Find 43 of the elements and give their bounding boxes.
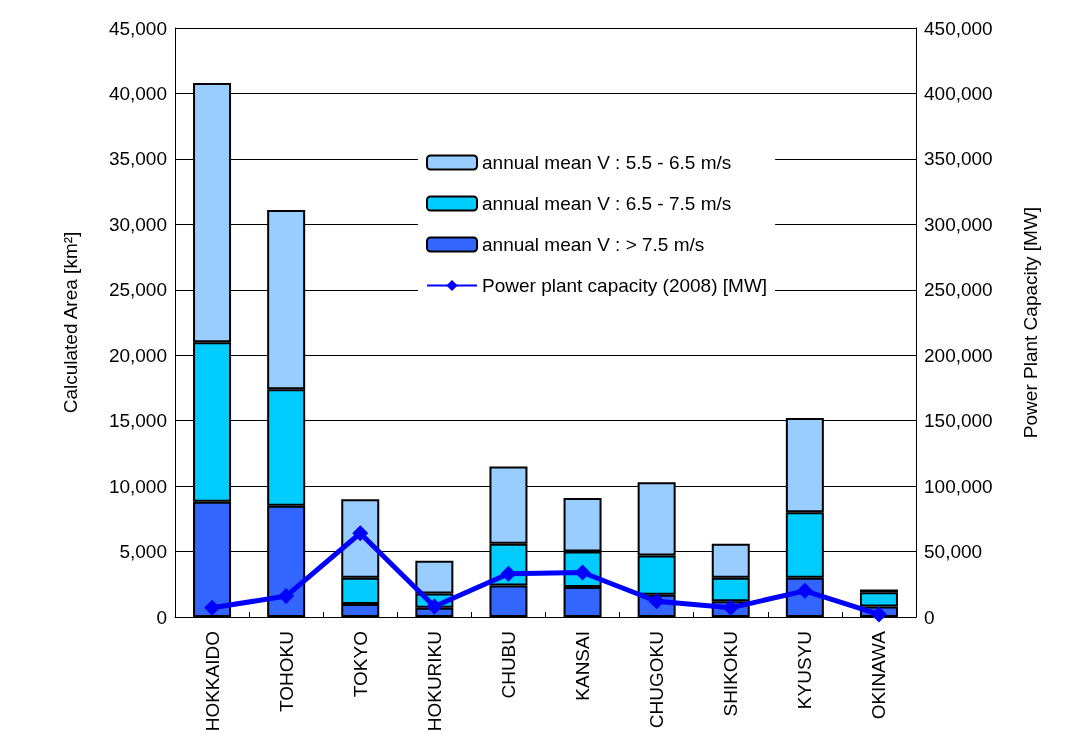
y-tick-label: 35,000	[108, 148, 167, 170]
point	[426, 598, 443, 615]
legend-label: annual mean V : > 7.5 m/s	[482, 234, 705, 255]
y-axis-title: Calculated Area [km²]	[60, 231, 81, 414]
x-tick-label: CHUGOKU	[646, 631, 668, 729]
x-tick-label: SHIKOKU	[720, 631, 742, 717]
x-tick-label: OKINAWA	[868, 630, 890, 720]
y-tick-label: 15,000	[108, 410, 167, 432]
y2-tick-label: 150,000	[924, 410, 993, 432]
y-tick-label: 45,000	[108, 17, 167, 39]
point	[870, 606, 887, 623]
y-tick-label: 0	[156, 606, 167, 628]
x-tick-label: TOHOKU	[275, 631, 297, 712]
y-tick-label: 10,000	[108, 475, 167, 497]
y2-tick-label: 450,000	[924, 17, 993, 39]
x-tick-label: CHUBU	[497, 631, 519, 699]
y2-tick-label: 250,000	[924, 279, 993, 301]
legend-label: Power plant capacity (2008) [MW]	[482, 275, 768, 296]
y2-tick-label: 50,000	[924, 541, 983, 563]
legend-label: annual mean V : 6.5 - 7.5 m/s	[482, 193, 732, 214]
point	[204, 599, 221, 616]
y2-tick-label: 300,000	[924, 213, 993, 235]
x-tick-label: KYUSYU	[794, 631, 816, 710]
point	[352, 525, 369, 542]
y2-tick-label: 200,000	[924, 344, 993, 366]
point	[722, 599, 739, 616]
x-tick-label: TOKYO	[349, 631, 371, 698]
y-tick-label: 20,000	[108, 344, 167, 366]
y-tick-label: 25,000	[108, 279, 167, 301]
y-tick-label: 5,000	[119, 541, 167, 563]
y-tick-label: 30,000	[108, 213, 167, 235]
legend-label: annual mean V : 5.5 - 6.5 m/s	[482, 152, 732, 173]
y-tick-label: 40,000	[108, 82, 167, 104]
y2-axis-title: Power Plant Capacity [MW]	[1020, 206, 1041, 439]
y2-tick-label: 0	[924, 606, 935, 628]
point	[500, 565, 517, 582]
x-tick-label: HOKKAIDO	[201, 631, 223, 732]
y2-tick-label: 400,000	[924, 82, 993, 104]
point	[278, 588, 295, 605]
x-tick-label: HOKURIKU	[423, 631, 445, 732]
y2-tick-label: 100,000	[924, 475, 993, 497]
x-tick-label: KANSAI	[572, 631, 594, 701]
y2-tick-label: 350,000	[924, 148, 993, 170]
